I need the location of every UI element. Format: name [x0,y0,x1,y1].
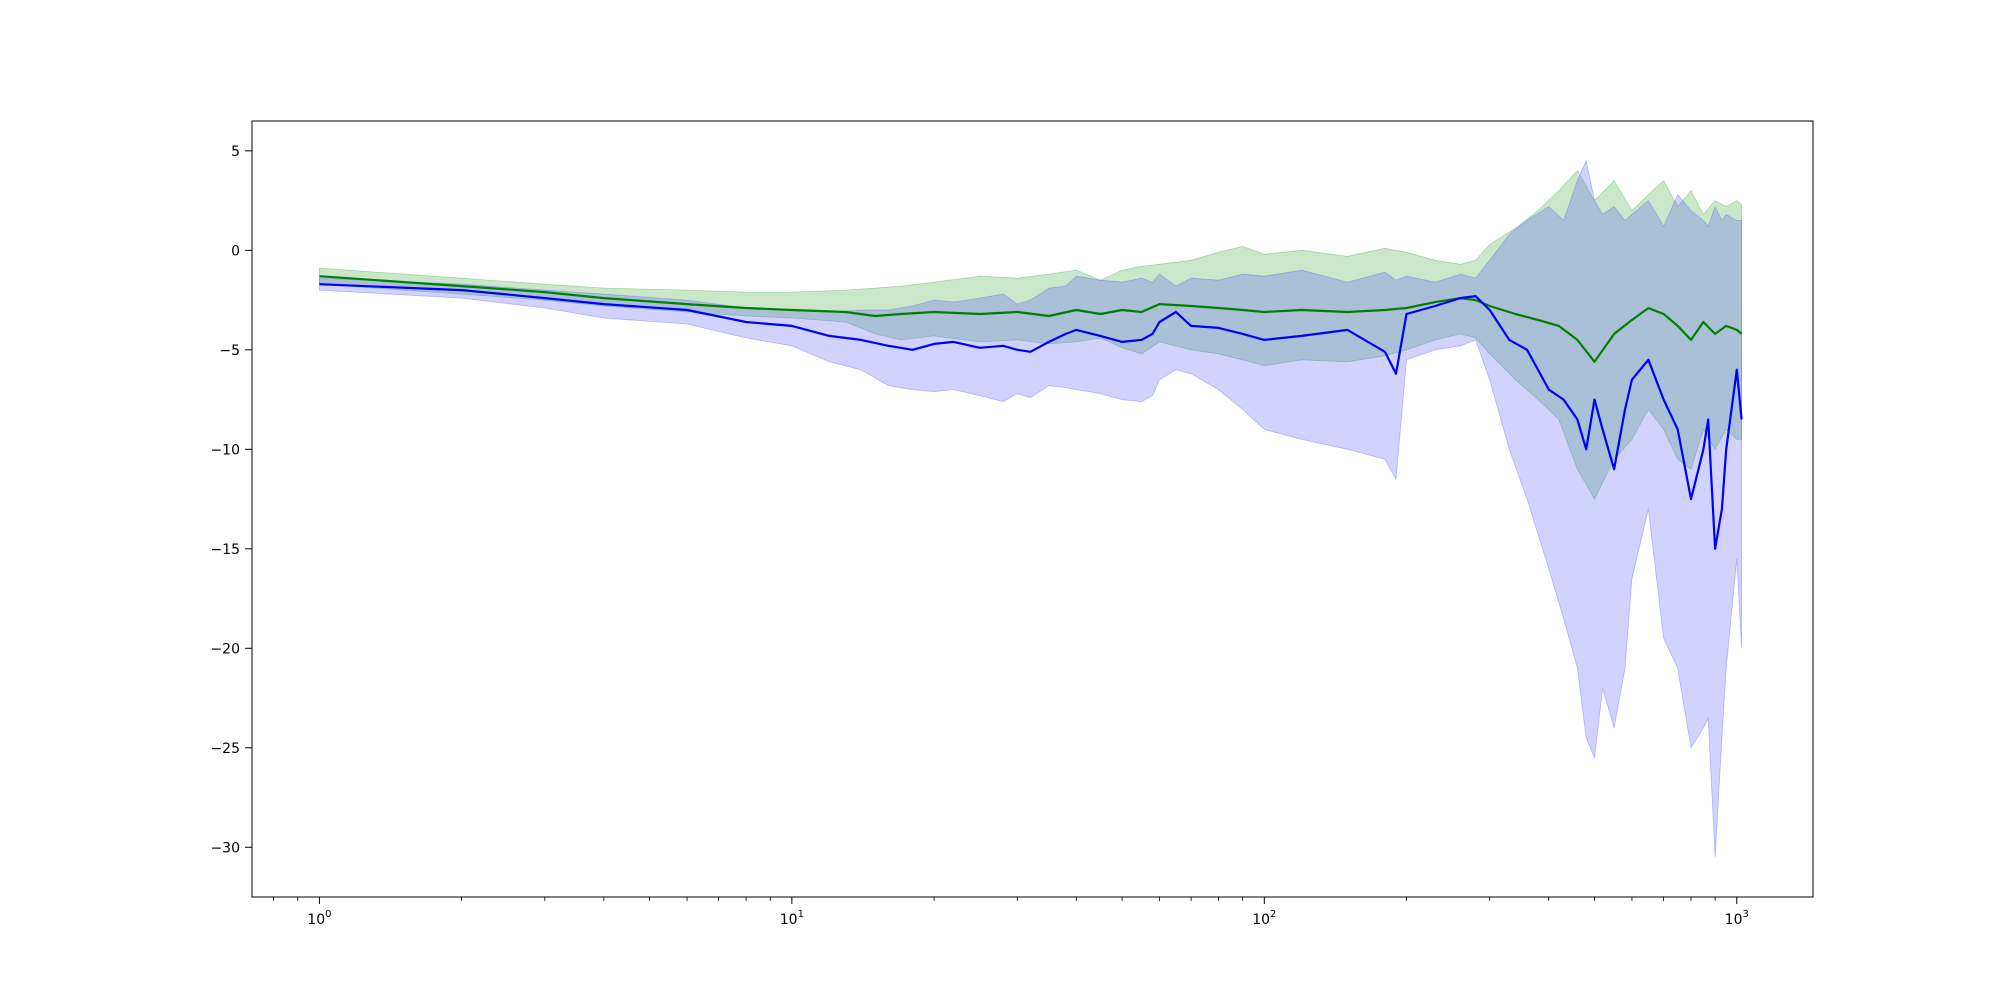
y-tick-label: −5 [219,343,240,359]
y-tick-label: 0 [231,243,240,259]
y-axis: 5 0 −5 −10 −15 −20 −25 −30 [210,144,252,856]
x-axis: 100 101 102 103 [273,897,1749,928]
plot-frame [251,120,1814,898]
confidence-bands [319,159,1742,858]
y-tick-label: −20 [210,641,240,657]
series-1-line [319,283,1743,550]
y-tick-label: −30 [210,840,240,856]
series-lines [319,275,1743,550]
x-tick-label: 100 [307,909,331,928]
series-0-line [319,275,1743,363]
x-tick-label: 102 [1252,909,1276,928]
y-tick-label: 5 [231,144,240,160]
x-tick-label: 103 [1725,909,1749,928]
y-tick-label: −10 [210,442,240,458]
series-0-band [319,170,1742,500]
series-1-band [319,159,1742,858]
y-tick-label: −15 [210,542,240,558]
y-tick-label: −25 [210,741,240,757]
x-tick-label: 101 [780,909,804,928]
